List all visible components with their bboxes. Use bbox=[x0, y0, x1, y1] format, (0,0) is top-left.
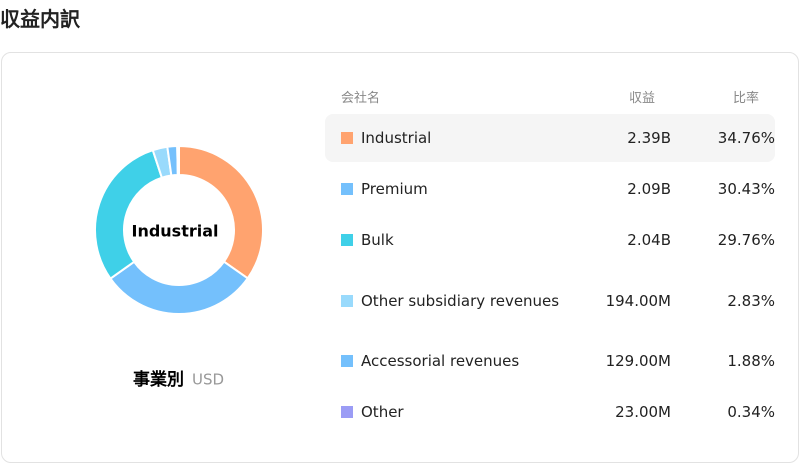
table-row: Premium 2.09B 30.43% bbox=[325, 165, 775, 213]
legend-swatch bbox=[341, 234, 353, 246]
row-ratio: 30.43% bbox=[717, 180, 775, 198]
donut-slice bbox=[178, 144, 264, 280]
row-revenue: 2.39B bbox=[627, 129, 671, 147]
donut-slice bbox=[94, 148, 164, 280]
row-name: Other subsidiary revenues bbox=[361, 291, 560, 310]
table-row: Industrial 2.39B 34.76% bbox=[325, 114, 775, 162]
row-name: Premium bbox=[361, 179, 428, 198]
donut-chart: Industrial 事業別 USD bbox=[94, 144, 264, 390]
column-header: 比率 bbox=[732, 91, 759, 106]
row-revenue: 129.00M bbox=[605, 352, 671, 370]
legend-swatch bbox=[341, 406, 353, 418]
title: 収益内訳 bbox=[0, 7, 80, 31]
center-label: Industrial bbox=[131, 222, 218, 241]
row-revenue: 23.00M bbox=[615, 403, 671, 421]
dimension-label: 事業別 bbox=[133, 369, 184, 390]
table-row: Other subsidiary revenues 194.00M 2.83% bbox=[325, 271, 775, 331]
unit-label: USD bbox=[192, 371, 224, 389]
table-row: Bulk 2.04B 29.76% bbox=[325, 216, 775, 264]
row-revenue: 2.09B bbox=[627, 180, 671, 198]
donut-slice bbox=[109, 260, 250, 315]
row-ratio: 2.83% bbox=[727, 292, 775, 310]
row-name: Industrial bbox=[361, 128, 432, 147]
row-ratio: 1.88% bbox=[727, 352, 775, 370]
row-ratio: 34.76% bbox=[717, 129, 775, 147]
row-name: Accessorial revenues bbox=[361, 351, 520, 370]
row-ratio: 29.76% bbox=[717, 231, 775, 249]
legend-swatch bbox=[341, 132, 353, 144]
column-header: 会社名 bbox=[341, 91, 381, 106]
donut-slice bbox=[176, 144, 180, 177]
column-header: 収益 bbox=[628, 91, 655, 106]
row-name: Other bbox=[361, 402, 404, 421]
table-row: Accessorial revenues 129.00M 1.88% bbox=[325, 337, 775, 385]
row-revenue: 194.00M bbox=[605, 292, 671, 310]
legend-swatch bbox=[341, 295, 353, 307]
row-name: Bulk bbox=[361, 230, 394, 249]
legend-swatch bbox=[341, 183, 353, 195]
row-ratio: 0.34% bbox=[727, 403, 775, 421]
row-revenue: 2.04B bbox=[627, 231, 671, 249]
legend-swatch bbox=[341, 355, 353, 367]
table-row: Other 23.00M 0.34% bbox=[325, 388, 775, 436]
